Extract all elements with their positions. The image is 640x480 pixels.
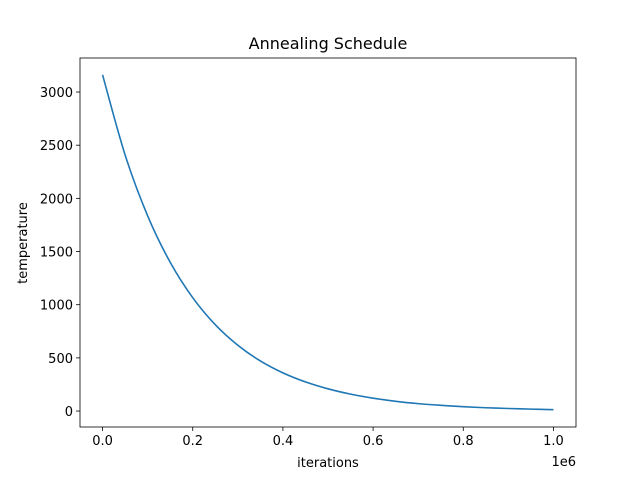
y-tick-label: 0 xyxy=(65,405,73,420)
x-tick-label: 0.4 xyxy=(273,434,294,449)
x-tick-label: 1.0 xyxy=(543,434,564,449)
x-tick-label: 0.2 xyxy=(182,434,203,449)
x-tick-label: 0.8 xyxy=(453,434,474,449)
x-tick-label: 0.6 xyxy=(363,434,384,449)
y-tick-label: 3000 xyxy=(40,86,73,101)
axes-frame xyxy=(79,57,577,428)
y-tick-label: 2000 xyxy=(40,192,73,207)
series-line-temperature xyxy=(101,74,554,411)
y-tick-label: 1500 xyxy=(40,246,73,261)
x-axis-label: iterations xyxy=(297,456,359,471)
y-axis-label: temperature xyxy=(16,202,31,284)
y-tick-label: 500 xyxy=(48,352,73,367)
axis-ticks: 0.0 0.2 0.4 0.6 0.8 1.0 0 500 1000 1500 2000 2500 30… xyxy=(40,86,564,449)
y-tick-label: 2500 xyxy=(40,139,73,154)
x-tick-label: 0.0 xyxy=(92,434,113,449)
x-axis-offset-label: 1e6 xyxy=(551,455,576,470)
y-tick-label: 1000 xyxy=(40,299,73,314)
plot-lines xyxy=(101,74,554,411)
chart-title: Annealing Schedule xyxy=(249,34,408,53)
